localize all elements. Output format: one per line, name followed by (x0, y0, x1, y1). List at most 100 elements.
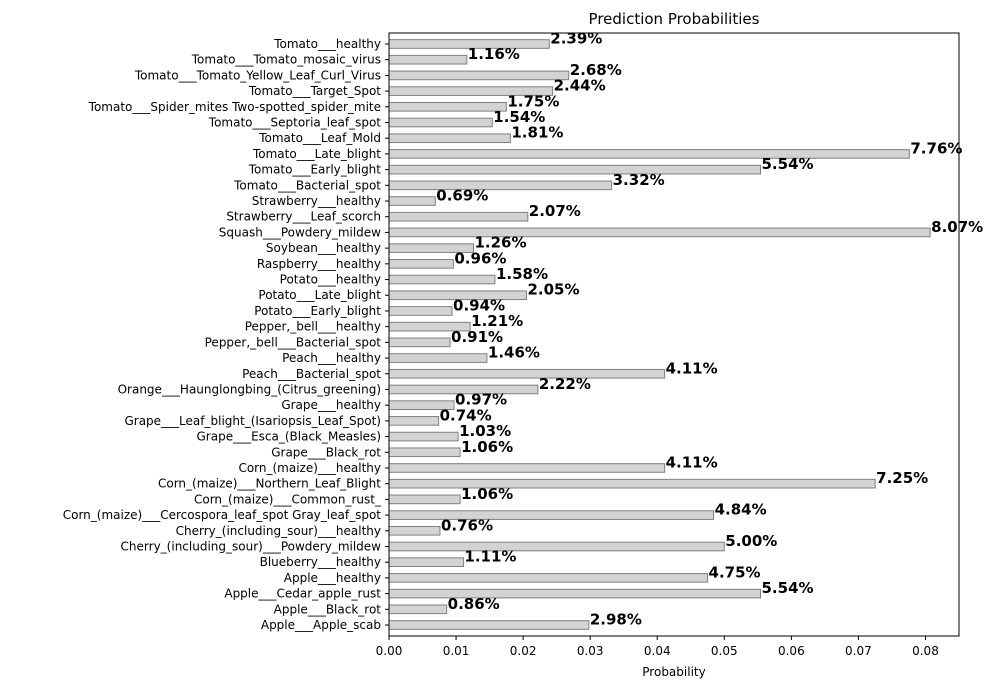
data-label: 1.75% (507, 92, 559, 110)
bar (388, 557, 464, 568)
data-label: 5.54% (762, 155, 814, 173)
bar (388, 510, 715, 520)
data-label: 2.07% (529, 202, 581, 220)
x-tick-label: 0.08 (912, 644, 939, 658)
data-label: 1.54% (493, 108, 545, 126)
data-label: 0.86% (448, 595, 500, 613)
data-label: 0.69% (436, 187, 488, 205)
y-tick-label: Tomato___Leaf_Mold (258, 131, 381, 145)
y-tick-label: Grape___Esca_(Black_Measles) (196, 430, 381, 444)
data-label: 1.58% (496, 265, 548, 283)
data-label: 1.46% (488, 344, 540, 362)
bar (388, 620, 590, 630)
data-label: 1.03% (459, 422, 511, 440)
y-tick-label: Potato___healthy (280, 273, 381, 287)
y-tick-label: Pepper,_bell___healthy (245, 320, 381, 334)
data-label: 3.32% (613, 171, 665, 189)
bar (388, 447, 461, 458)
data-label: 0.96% (454, 249, 506, 267)
y-tick-label: Tomato___Late_blight (252, 147, 381, 161)
bar (388, 259, 454, 269)
data-label: 5.00% (725, 532, 777, 550)
bar (388, 588, 762, 599)
y-tick-label: Tomato___Spider_mites Two-spotted_spider… (88, 100, 381, 114)
data-label: 4.11% (666, 359, 718, 377)
y-tick-labels: Apple___Apple_scabApple___Black_rotApple… (63, 37, 389, 632)
y-tick-label: Potato___Early_blight (254, 304, 381, 318)
y-tick-label: Corn_(maize)___Common_rust_ (194, 492, 382, 506)
data-label: 8.07% (931, 218, 983, 236)
y-tick-label: Grape___Leaf_blight_(Isariopsis_Leaf_Spo… (124, 414, 381, 428)
data-labels-group: 2.98%0.86%5.54%4.75%1.11%5.00%0.76%4.84%… (436, 29, 983, 628)
x-tick-label: 0.03 (577, 644, 604, 658)
data-label: 5.54% (762, 579, 814, 597)
data-label: 2.22% (539, 375, 591, 393)
chart-title: Prediction Probabilities (589, 10, 760, 28)
data-label: 2.39% (550, 29, 602, 47)
data-label: 1.06% (461, 485, 513, 503)
bar (388, 525, 441, 536)
data-label: 4.11% (666, 453, 718, 471)
y-tick-label: Grape___healthy (281, 398, 381, 412)
y-tick-label: Potato___Late_blight (258, 288, 381, 302)
data-label: 7.25% (876, 469, 928, 487)
y-tick-label: Apple___healthy (284, 571, 381, 585)
y-tick-label: Apple___Cedar_apple_rust (224, 587, 381, 601)
bar (388, 164, 762, 175)
y-tick-label: Squash___Powdery_mildew (219, 225, 381, 239)
bar (388, 306, 453, 316)
data-label: 1.16% (468, 45, 520, 63)
bar (388, 416, 440, 426)
y-tick-label: Peach___healthy (282, 351, 381, 365)
y-tick-label: Peach___Bacterial_spot (242, 367, 381, 381)
bar (388, 274, 496, 285)
data-label: 2.44% (554, 77, 606, 95)
data-label: 2.68% (570, 61, 622, 79)
y-tick-label: Orange___Haunglongbing_(Citrus_greening) (118, 382, 381, 396)
data-label: 0.74% (440, 406, 492, 424)
bar (388, 604, 448, 615)
data-label: 0.91% (451, 328, 503, 346)
bar (388, 211, 529, 222)
y-tick-label: Corn_(maize)___healthy (238, 461, 381, 475)
bar (388, 117, 493, 128)
bar (388, 180, 613, 191)
y-tick-label: Apple___Apple_scab (261, 618, 381, 632)
data-label: 1.06% (461, 438, 513, 456)
bar (388, 149, 910, 159)
y-tick-label: Tomato___healthy (273, 37, 381, 51)
data-label: 1.21% (471, 312, 523, 330)
y-tick-label: Grape___Black_rot (271, 445, 381, 459)
bar (388, 463, 666, 473)
x-tick-label: 0.01 (443, 644, 470, 658)
y-tick-label: Tomato___Tomato_Yellow_Leaf_Curl_Virus (134, 68, 381, 82)
y-tick-label: Blueberry___healthy (260, 555, 381, 569)
x-axis-label: Probability (642, 665, 705, 679)
x-tick-label: 0.04 (644, 644, 671, 658)
y-tick-label: Tomato___Tomato_mosaic_virus (191, 53, 381, 67)
data-label: 7.76% (910, 139, 962, 157)
data-label: 2.98% (590, 611, 642, 629)
y-tick-label: Pepper,_bell___Bacterial_spot (205, 335, 382, 349)
x-tick-label: 0.00 (376, 644, 403, 658)
data-label: 1.26% (474, 234, 526, 252)
y-tick-label: Cherry_(including_sour)___Powdery_mildew (121, 539, 382, 553)
y-tick-label: Cherry_(including_sour)___healthy (176, 524, 381, 538)
y-tick-label: Raspberry___healthy (257, 257, 381, 271)
y-tick-label: Tomato___Septoria_leaf_spot (208, 116, 382, 130)
bar (388, 573, 709, 583)
data-label: 4.84% (715, 501, 767, 519)
data-label: 0.76% (441, 516, 493, 534)
bar (388, 54, 468, 65)
x-tick-labels: 0.00 0.01 0.02 0.03 0.04 0.05 0.06 0.07 0.08 (376, 636, 939, 658)
y-tick-label: Strawberry___Leaf_scorch (226, 210, 381, 224)
data-label: 1.81% (511, 124, 563, 142)
bar (388, 494, 461, 505)
data-label: 2.05% (527, 281, 579, 299)
data-label: 0.94% (453, 296, 505, 314)
x-tick-label: 0.02 (510, 644, 537, 658)
y-tick-label: Tomato___Bacterial_spot (233, 178, 381, 192)
bar (388, 227, 931, 238)
x-tick-label: 0.06 (778, 644, 805, 658)
